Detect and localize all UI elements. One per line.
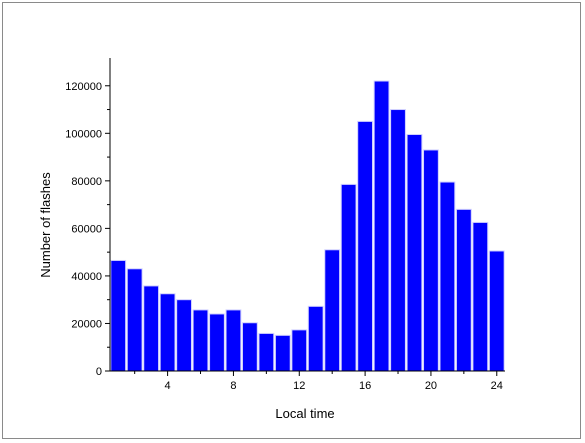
bar-hour-4 xyxy=(159,293,176,372)
y-tick-label: 120000 xyxy=(65,81,102,93)
x-tick-label: 8 xyxy=(230,380,236,392)
bar-hour-5 xyxy=(176,299,192,372)
bar-hour-12 xyxy=(291,329,308,372)
bar-hour-22 xyxy=(455,208,472,372)
bar-hour-16 xyxy=(357,120,374,372)
bar-hour-9 xyxy=(241,322,258,372)
y-axis-title: Number of flashes xyxy=(38,172,53,278)
bar-hour-19 xyxy=(406,134,423,372)
y-tick-label: 60000 xyxy=(71,223,102,235)
x-tick-label: 20 xyxy=(425,380,437,392)
y-tick-label: 40000 xyxy=(71,271,102,283)
bar-hour-6 xyxy=(192,309,209,372)
bar-hour-17 xyxy=(373,80,390,372)
bar-hour-18 xyxy=(390,109,406,372)
bar-hour-13 xyxy=(307,305,324,372)
bar-hour-1 xyxy=(110,259,127,372)
axes-group xyxy=(109,58,505,372)
x-tick-label: 4 xyxy=(165,380,171,392)
bar-hour-15 xyxy=(340,183,357,372)
bar-hour-3 xyxy=(143,285,160,372)
x-tick-label: 12 xyxy=(293,380,305,392)
x-tick-label: 24 xyxy=(491,380,503,392)
bar-hour-23 xyxy=(472,221,489,372)
y-tick-label: 80000 xyxy=(71,176,102,188)
bar-hour-20 xyxy=(423,149,439,372)
bar-hour-10 xyxy=(258,332,275,372)
x-tick-label: 16 xyxy=(359,380,371,392)
bar-hour-8 xyxy=(225,309,242,372)
x-axis-title: Local time xyxy=(275,406,334,421)
y-tick-label: 20000 xyxy=(71,318,102,330)
bar-hour-11 xyxy=(274,334,291,372)
bar-hour-2 xyxy=(126,268,143,372)
ticks-group: 0 20000 40000 60000 80000 100000 120000 4 8 12 16 2… xyxy=(65,81,503,392)
bar-hour-7 xyxy=(209,313,225,372)
bar-hour-24 xyxy=(488,250,505,372)
bars-group xyxy=(110,80,505,372)
bar-hour-21 xyxy=(439,181,456,372)
y-tick-label: 100000 xyxy=(65,128,102,140)
y-tick-label: 0 xyxy=(96,366,102,378)
bar-hour-14 xyxy=(324,249,341,372)
